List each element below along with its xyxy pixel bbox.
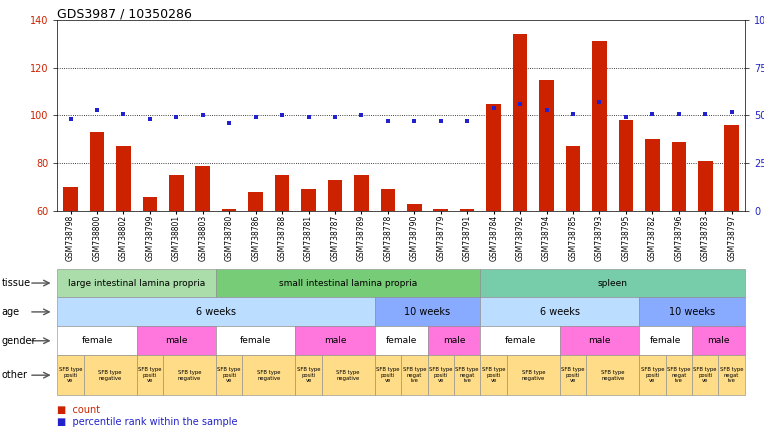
Point [620,114,632,121]
Bar [672,142,686,211]
Point [672,110,685,117]
Text: SFB type
negat
ive: SFB type negat ive [667,367,691,384]
Text: SFB type
positi
ve: SFB type positi ve [218,367,241,384]
Text: SFB type
negative: SFB type negative [257,370,280,381]
Point [435,118,447,125]
Text: female: female [504,336,536,345]
Point [726,108,738,115]
Text: male: male [324,336,346,345]
Text: large intestinal lamina propria: large intestinal lamina propria [68,278,206,288]
Point [144,116,156,123]
Bar [380,190,395,211]
Point [408,118,420,125]
Text: 10 weeks: 10 weeks [669,307,715,317]
Text: spleen: spleen [597,278,628,288]
Text: ■  count: ■ count [57,405,100,415]
Text: female: female [650,336,681,345]
Point [250,114,262,121]
Point [487,104,500,111]
Text: female: female [240,336,271,345]
Point [170,114,183,121]
Bar [89,132,104,211]
Text: 10 weeks: 10 weeks [404,307,451,317]
Bar [487,103,501,211]
Text: SFB type
negat
ive: SFB type negat ive [720,367,743,384]
Text: SFB type
positi
ve: SFB type positi ve [694,367,717,384]
Text: SFB type
positi
ve: SFB type positi ve [562,367,584,384]
Bar [248,192,263,211]
Bar [301,190,316,211]
Text: SFB type
negat
ive: SFB type negat ive [455,367,479,384]
Text: SFB type
negative: SFB type negative [178,370,201,381]
Text: SFB type
positi
ve: SFB type positi ve [429,367,452,384]
Text: other: other [2,370,28,380]
Bar [460,209,474,211]
Text: 6 weeks: 6 weeks [540,307,580,317]
Text: male: male [165,336,187,345]
Bar [116,147,131,211]
Bar [645,139,659,211]
Text: gender: gender [2,336,36,346]
Bar [724,125,739,211]
Text: SFB type
positi
ve: SFB type positi ve [640,367,664,384]
Bar [275,175,290,211]
Text: SFB type
positi
ve: SFB type positi ve [138,367,162,384]
Point [646,110,659,117]
Text: age: age [2,307,20,317]
Bar [222,209,237,211]
Bar [328,180,342,211]
Point [303,114,315,121]
Bar [63,187,78,211]
Bar [565,147,581,211]
Point [594,99,606,106]
Text: GDS3987 / 10350286: GDS3987 / 10350286 [57,8,193,20]
Text: SFB type
positi
ve: SFB type positi ve [376,367,400,384]
Point [540,106,552,113]
Bar [143,197,157,211]
Point [118,110,130,117]
Text: male: male [443,336,465,345]
Text: female: female [385,336,417,345]
Point [355,112,367,119]
Point [196,112,209,119]
Bar [539,79,554,211]
Text: small intestinal lamina propria: small intestinal lamina propria [279,278,417,288]
Bar [196,166,210,211]
Bar [407,204,422,211]
Text: SFB type
positi
ve: SFB type positi ve [482,367,506,384]
Bar [592,41,607,211]
Bar [354,175,369,211]
Bar [698,161,713,211]
Point [329,114,341,121]
Text: SFB type
negative: SFB type negative [522,370,545,381]
Point [567,110,579,117]
Point [276,112,288,119]
Text: SFB type
positi
ve: SFB type positi ve [59,367,83,384]
Text: male: male [588,336,610,345]
Point [91,106,103,113]
Point [223,119,235,127]
Point [699,110,711,117]
Bar [433,209,448,211]
Text: SFB type
negative: SFB type negative [601,370,624,381]
Point [461,118,474,125]
Bar [513,34,527,211]
Point [382,118,394,125]
Text: SFB type
negat
ive: SFB type negat ive [403,367,426,384]
Text: male: male [707,336,730,345]
Point [64,116,76,123]
Text: female: female [81,336,112,345]
Text: 6 weeks: 6 weeks [196,307,236,317]
Text: SFB type
negative: SFB type negative [99,370,122,381]
Text: SFB type
positi
ve: SFB type positi ve [296,367,320,384]
Point [514,100,526,107]
Bar [619,120,633,211]
Text: SFB type
negative: SFB type negative [336,370,360,381]
Text: ■  percentile rank within the sample: ■ percentile rank within the sample [57,417,238,427]
Bar [169,175,183,211]
Text: tissue: tissue [2,278,31,288]
